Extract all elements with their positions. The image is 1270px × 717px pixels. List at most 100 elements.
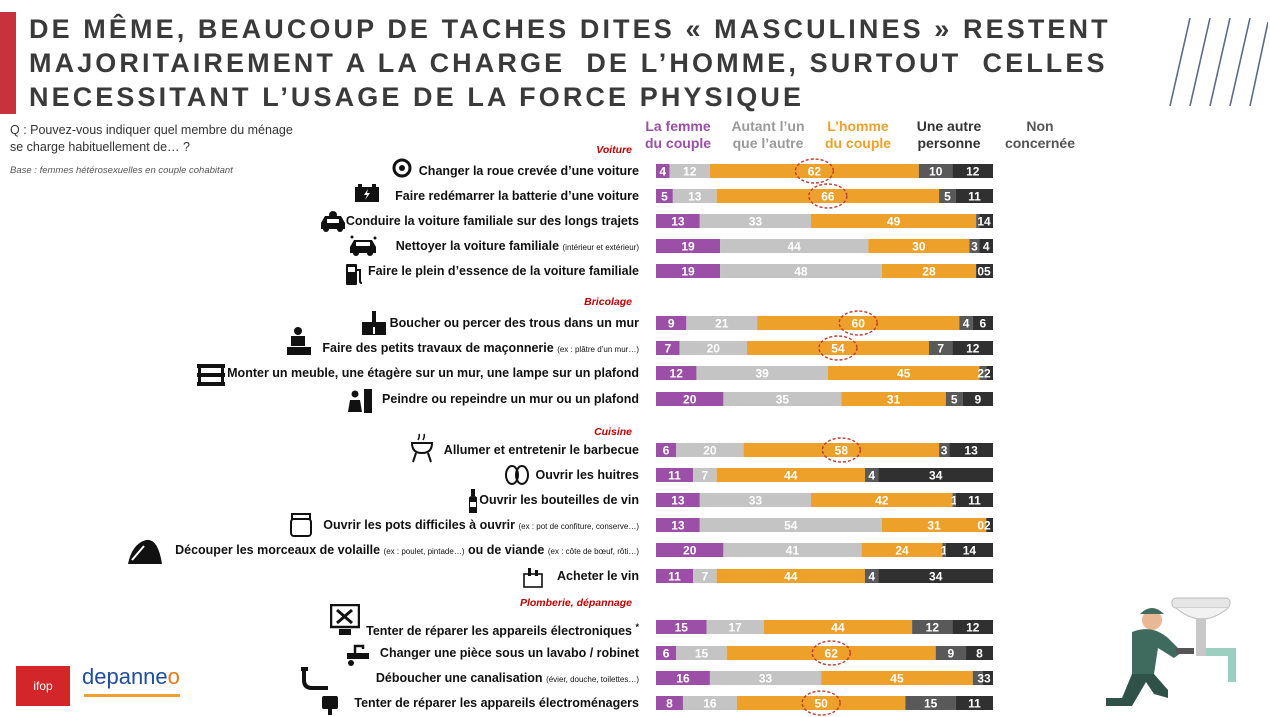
bar-segment — [955, 493, 993, 507]
bar-segment — [699, 214, 812, 228]
legend-header-2: L’homme du couple — [824, 118, 892, 151]
bar-value-label: 49 — [887, 215, 901, 229]
bar-value-label: 1 — [941, 544, 948, 558]
row-label-text: Tenter de réparer les appareils électron… — [366, 624, 632, 639]
bar-segment — [962, 392, 993, 406]
plumber-illustration — [1106, 597, 1236, 706]
bar-value-label: 11 — [668, 469, 681, 483]
sink-tap-icon — [347, 644, 369, 666]
bar-value-label: 15 — [924, 697, 938, 711]
highlight-circle — [818, 335, 858, 361]
bar-segment — [949, 443, 993, 457]
row-label-mark: * — [635, 622, 639, 632]
ifop-logo: ifop — [16, 666, 70, 706]
bar-value-label: 12 — [670, 367, 684, 381]
bar-segment — [942, 543, 946, 557]
category-label: Voiture — [596, 144, 632, 156]
bar-segment — [868, 239, 970, 253]
bar-value-label: 19 — [681, 240, 695, 254]
car-wash-icon — [350, 235, 377, 256]
bar-segment — [969, 239, 980, 253]
bar-value-label: 20 — [683, 544, 697, 558]
bar-value-label: 44 — [787, 240, 801, 254]
bar-segment — [928, 341, 953, 355]
bar-value-label: 45 — [890, 672, 904, 686]
bar-segment — [955, 696, 993, 710]
jar-icon — [290, 513, 312, 537]
bar-value-label: 13 — [671, 519, 685, 533]
bar-segment — [693, 569, 717, 583]
bar-value-label: 02 — [977, 519, 991, 533]
page-title: DE MÊME, BEAUCOUP DE TACHES DITES « MASC… — [29, 14, 1111, 112]
bar-segment — [676, 443, 744, 457]
row-label-text: Ouvrir les huitres — [535, 468, 639, 482]
bar-segment — [864, 569, 879, 583]
row-label-text-2: ou de viande — [467, 543, 545, 557]
legend-header-3: Une autre personne — [916, 118, 982, 151]
row-label-note: (intérieur et extérieur) — [562, 243, 639, 252]
bar-value-label: 31 — [887, 393, 901, 407]
bar-value-label: 66 — [821, 190, 835, 204]
bar-segment — [656, 443, 677, 457]
row-label: Acheter le vin — [557, 568, 639, 584]
bar-segment — [656, 620, 707, 634]
category-label: Plomberie, dépannage — [519, 597, 632, 609]
bar-value-label: 3 — [971, 240, 978, 254]
bar-segment — [979, 366, 987, 380]
bar-value-label: 48 — [794, 265, 808, 279]
bar-segment — [679, 341, 747, 355]
bar-value-label: 4 — [963, 317, 970, 331]
bar-segment — [939, 189, 956, 203]
bar-value-label: 12 — [966, 621, 980, 635]
bar-segment — [959, 316, 973, 330]
bar-value-label: 8 — [666, 697, 673, 711]
bar-value-label: 16 — [676, 672, 690, 686]
row-label: Faire le plein d’essence de la voiture f… — [368, 263, 639, 279]
bar-segment — [656, 264, 721, 278]
bar-value-label: 33 — [749, 215, 763, 229]
bar-segment — [720, 264, 882, 278]
bar-segment — [656, 341, 680, 355]
bar-segment — [861, 543, 943, 557]
bar-segment — [656, 366, 697, 380]
bar-segment — [821, 671, 973, 685]
bar-value-label: 10 — [929, 165, 943, 179]
row-label-text: Monter un meuble, une étagère sur un mur… — [227, 366, 639, 380]
depanneo-logo: depanneo — [82, 664, 180, 697]
row-label-note: (évier, douche, toilettes…) — [546, 675, 639, 684]
bar-value-label: 34 — [929, 469, 943, 483]
row-label: Changer une pièce sous un lavabo / robin… — [380, 645, 639, 661]
bar-value-label: 45 — [897, 367, 911, 381]
bar-value-label: 35 — [776, 393, 790, 407]
painter-icon — [348, 389, 372, 413]
row-label: Tenter de réparer les appareils électrom… — [354, 695, 639, 711]
oyster-icon — [505, 465, 529, 485]
fuel-pump-icon — [346, 264, 363, 285]
row-label-text: Acheter le vin — [557, 569, 639, 583]
bar-segment — [693, 468, 717, 482]
bar-value-label: 33 — [759, 672, 773, 686]
appliance-icon — [322, 696, 338, 715]
bar-value-label: 11 — [668, 570, 681, 584]
bar-segment — [746, 341, 929, 355]
highlight-circle — [794, 158, 835, 184]
highlight-circle — [801, 690, 841, 716]
title-accent-bar — [0, 12, 16, 114]
bar-value-label: 42 — [875, 494, 889, 508]
bar-value-label: 54 — [831, 342, 845, 356]
repair-electronics-icon — [330, 604, 360, 635]
bar-value-label: 41 — [786, 544, 800, 558]
bar-segment — [656, 316, 687, 330]
bar-value-label: 9 — [948, 647, 955, 661]
depanneo-logo-underline — [84, 694, 180, 697]
bar-segment — [864, 468, 879, 482]
drain-pipe-icon — [301, 667, 328, 690]
car-driver-icon — [321, 211, 345, 232]
row-label-text: Conduire la voiture familiale sur des lo… — [345, 214, 639, 228]
bar-segment — [709, 164, 919, 178]
bar-value-label: 6 — [663, 444, 670, 458]
highlight-circle — [821, 437, 862, 463]
row-label: Faire des petits travaux de maçonnerie (… — [322, 340, 639, 358]
bar-segment — [726, 646, 936, 660]
question-text: Q : Pouvez-vous indiquer quel membre du … — [10, 123, 293, 154]
